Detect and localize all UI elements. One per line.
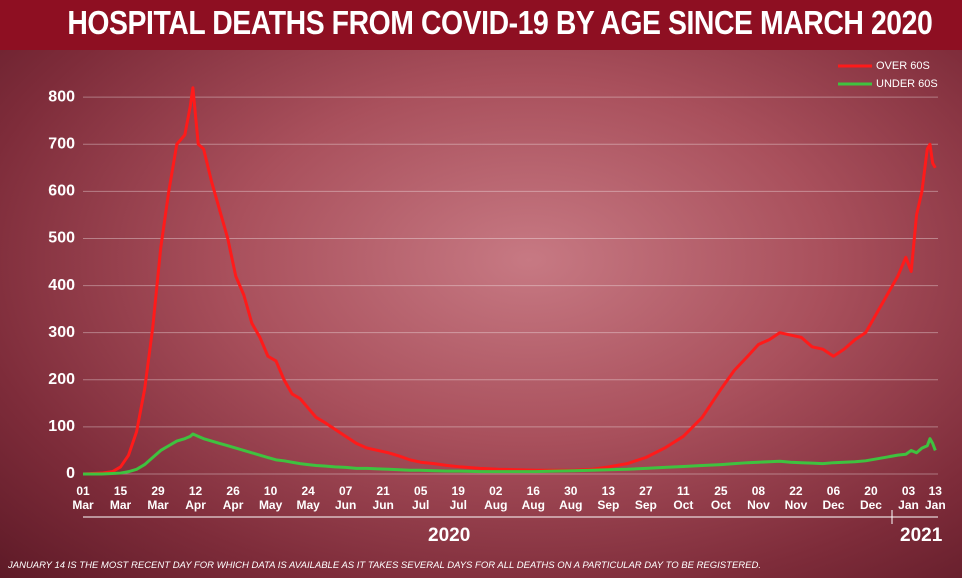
title-banner (0, 0, 962, 50)
y-tick-label: 500 (48, 230, 75, 247)
x-tick-label: 27 Sep (634, 484, 657, 512)
y-tick-label: 200 (48, 371, 75, 388)
legend-label: UNDER 60S (876, 78, 938, 90)
series-line (82, 86, 937, 476)
x-tick-label: 01 Mar (72, 484, 94, 512)
x-tick-label: 15 Mar (109, 484, 132, 512)
x-tick-label: 24 May (296, 484, 320, 512)
x-tick-label: 10 May (258, 484, 283, 512)
year-label: 2021 (900, 525, 943, 546)
x-tick-label: 02 Aug (484, 484, 508, 512)
year-label: 2020 (428, 525, 471, 546)
x-tick-label: 12 Apr (185, 484, 206, 512)
y-tick-label: 800 (48, 88, 75, 105)
x-tick-label: 11 Oct (673, 484, 694, 512)
y-tick-label: 100 (48, 418, 75, 435)
x-tick-label: 05 Jul (412, 484, 430, 512)
chart-title: HOSPITAL DEATHS FROM COVID-19 BY AGE SIN… (67, 4, 933, 41)
x-tick-label: 16 Aug (521, 484, 545, 512)
x-tick-label: 07 Jun (334, 484, 357, 512)
series-line (83, 432, 937, 476)
x-tick-label: 25 Oct (710, 484, 731, 512)
x-tick-label: 22 Nov (784, 484, 808, 512)
x-tick-label: 20 Dec (859, 484, 882, 512)
footnote: JANUARY 14 IS THE MOST RECENT DAY FOR WH… (8, 560, 761, 571)
x-tick-label: 03 Jan (898, 484, 919, 512)
x-tick-label: 08 Nov (747, 484, 770, 512)
x-tick-label: 21 Jun (372, 484, 394, 512)
y-tick-label: 0 (66, 465, 75, 482)
legend-label: OVER 60S (876, 60, 930, 72)
x-tick-label: 13 Jan (924, 484, 946, 512)
x-tick-label: 06 Dec (822, 484, 845, 512)
y-tick-label: 600 (48, 183, 75, 200)
x-tick-label: 26 Apr (222, 484, 244, 512)
y-tick-label: 300 (48, 324, 75, 341)
x-tick-label: 19 Jul (449, 484, 467, 512)
x-tick-label: 13 Sep (597, 484, 620, 512)
x-tick-label: 29 Mar (147, 484, 169, 512)
y-tick-label: 400 (48, 277, 75, 294)
x-tick-label: 30 Aug (559, 484, 583, 512)
y-tick-label: 700 (48, 135, 75, 152)
